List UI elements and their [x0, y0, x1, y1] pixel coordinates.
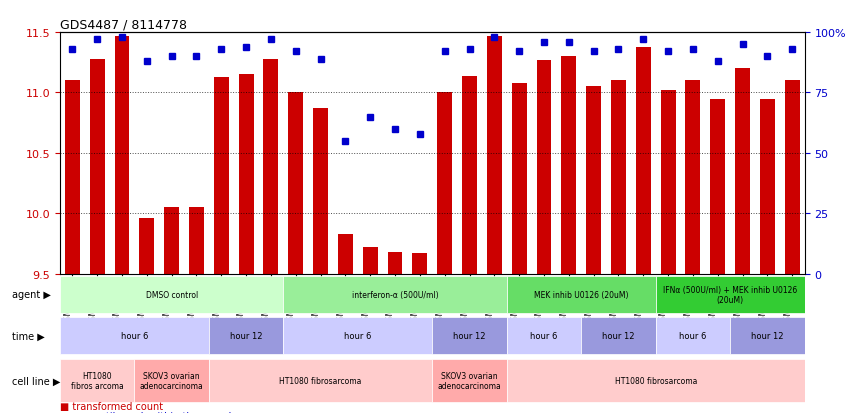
Bar [432, 317, 507, 354]
Text: HT1080 fibrosarcoma: HT1080 fibrosarcoma [615, 376, 697, 385]
Bar [462, 76, 477, 274]
Bar [134, 359, 209, 402]
Bar [313, 109, 328, 274]
Text: IFNα (500U/ml) + MEK inhib U0126
(20uM): IFNα (500U/ml) + MEK inhib U0126 (20uM) [663, 285, 797, 304]
Text: hour 6: hour 6 [531, 331, 557, 340]
Bar [288, 93, 303, 274]
Bar [264, 59, 278, 274]
Bar [283, 317, 432, 354]
Bar [209, 317, 283, 354]
Text: time ▶: time ▶ [11, 331, 45, 341]
Bar [735, 69, 750, 274]
Bar [730, 317, 805, 354]
Bar [65, 81, 80, 274]
Text: hour 12: hour 12 [603, 331, 634, 340]
Bar [656, 276, 805, 313]
Text: MEK inhib U0126 (20uM): MEK inhib U0126 (20uM) [534, 290, 628, 299]
Text: hour 6: hour 6 [344, 331, 372, 340]
Text: hour 12: hour 12 [752, 331, 783, 340]
Bar [388, 252, 402, 274]
Bar [581, 317, 656, 354]
Text: HT1080
fibros arcoma: HT1080 fibros arcoma [71, 371, 123, 390]
Bar [507, 317, 581, 354]
Bar [214, 78, 229, 274]
Text: GDS4487 / 8114778: GDS4487 / 8114778 [60, 19, 187, 32]
Bar [586, 87, 601, 274]
Text: hour 12: hour 12 [454, 331, 485, 340]
Bar [785, 81, 800, 274]
Text: HT1080 fibrosarcoma: HT1080 fibrosarcoma [279, 376, 362, 385]
Bar [507, 359, 805, 402]
Bar [60, 317, 209, 354]
Text: ■ percentile rank within the sample: ■ percentile rank within the sample [60, 411, 237, 413]
Bar [115, 37, 129, 274]
Bar [60, 276, 283, 313]
Text: SKOV3 ovarian
adenocarcinoma: SKOV3 ovarian adenocarcinoma [140, 371, 204, 390]
Bar [507, 276, 656, 313]
Text: SKOV3 ovarian
adenocarcinoma: SKOV3 ovarian adenocarcinoma [437, 371, 502, 390]
Bar [686, 81, 700, 274]
Bar [432, 359, 507, 402]
Text: hour 6: hour 6 [121, 331, 148, 340]
Bar [636, 47, 651, 274]
Bar [437, 93, 452, 274]
Bar [710, 99, 725, 274]
Bar [164, 208, 179, 274]
Bar [760, 99, 775, 274]
Bar [189, 208, 204, 274]
Bar [611, 81, 626, 274]
Text: interferon-α (500U/ml): interferon-α (500U/ml) [352, 290, 438, 299]
Bar [512, 83, 526, 274]
Bar [487, 37, 502, 274]
Bar [661, 91, 675, 274]
Bar [60, 359, 134, 402]
Text: ■ transformed count: ■ transformed count [60, 401, 163, 411]
Text: hour 6: hour 6 [680, 331, 706, 340]
Bar [90, 59, 104, 274]
Text: DMSO control: DMSO control [146, 290, 198, 299]
Text: agent ▶: agent ▶ [11, 290, 51, 299]
Bar [562, 57, 576, 274]
Bar [656, 317, 730, 354]
Bar [140, 218, 154, 274]
Bar [209, 359, 432, 402]
Bar [363, 247, 377, 274]
Bar [537, 61, 551, 274]
Bar [283, 276, 507, 313]
Bar [413, 254, 427, 274]
Text: cell line ▶: cell line ▶ [11, 376, 60, 386]
Bar [239, 75, 253, 274]
Bar [338, 234, 353, 274]
Text: hour 12: hour 12 [230, 331, 262, 340]
